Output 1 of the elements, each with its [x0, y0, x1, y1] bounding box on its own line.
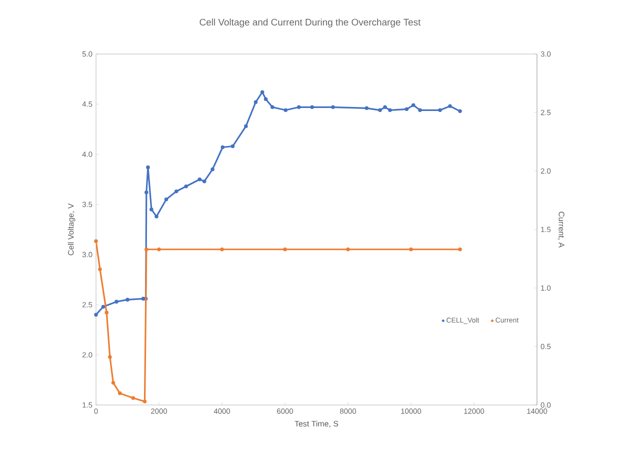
chart-title: Cell Voltage and Current During the Overcharge Test — [200, 18, 421, 28]
